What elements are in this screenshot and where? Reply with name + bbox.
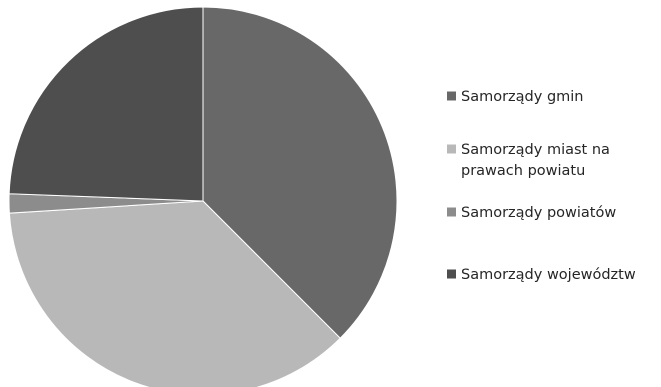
legend-entry-1: Samorządy gmin bbox=[447, 89, 584, 105]
legend-label: Samorządy województw bbox=[461, 267, 636, 283]
legend-label: Samorządy powiatów bbox=[461, 205, 616, 221]
legend-swatch bbox=[447, 269, 456, 279]
legend-entry-3: Samorządy powiatów bbox=[447, 205, 616, 221]
pie-slice-4 bbox=[8, 6, 204, 202]
legend-label: Samorządy miast na bbox=[461, 142, 610, 158]
legend: Samorządy gmin Samorządy miast na prawach … bbox=[447, 89, 636, 283]
legend-entry-2: Samorządy miast na prawach powiatu bbox=[447, 142, 610, 179]
legend-label: prawach powiatu bbox=[461, 163, 585, 179]
legend-label: Samorządy gmin bbox=[461, 89, 584, 105]
pie-slice-2 bbox=[8, 200, 341, 387]
legend-swatch bbox=[447, 207, 456, 217]
legend-entry-4: Samorządy województw bbox=[447, 267, 636, 283]
pie-slice-1 bbox=[202, 6, 398, 339]
legend-swatch bbox=[447, 91, 456, 101]
pie-slices bbox=[8, 6, 398, 387]
legend-swatch bbox=[447, 144, 456, 154]
